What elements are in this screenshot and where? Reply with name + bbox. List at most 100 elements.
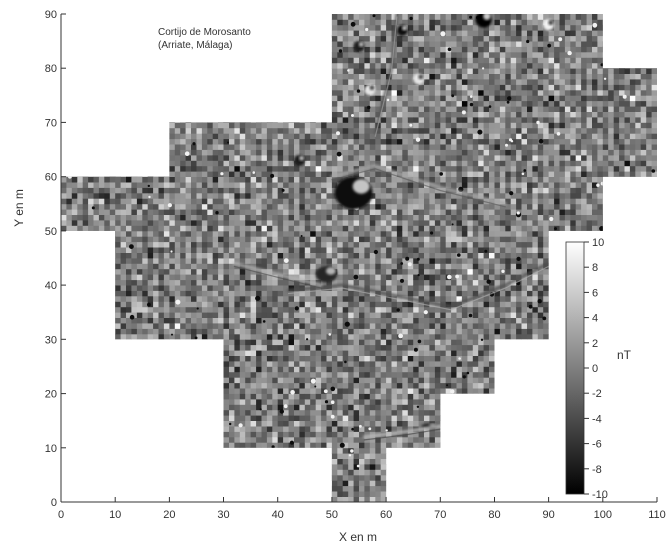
survey-cell	[348, 220, 354, 226]
survey-cell	[126, 209, 132, 215]
survey-cell	[348, 345, 354, 351]
survey-cell	[337, 345, 343, 351]
survey-cell	[66, 160, 72, 166]
survey-cell	[153, 345, 159, 351]
survey-cell	[267, 323, 273, 329]
survey-cell	[278, 421, 284, 427]
survey-cell	[245, 253, 251, 259]
survey-cell	[321, 453, 327, 459]
survey-cell	[245, 144, 251, 150]
survey-cell	[180, 90, 186, 96]
survey-cell	[169, 85, 175, 91]
survey-cell	[94, 394, 100, 400]
survey-cell	[337, 307, 343, 313]
survey-cell	[77, 52, 83, 58]
survey-cell	[213, 329, 219, 335]
survey-cell	[272, 366, 278, 372]
survey-cell	[278, 323, 284, 329]
survey-cell	[197, 79, 203, 85]
survey-cell	[110, 399, 116, 405]
survey-cell	[164, 491, 170, 497]
survey-cell	[175, 160, 181, 166]
survey-cell	[262, 47, 268, 53]
survey-cell	[88, 307, 94, 313]
survey-cell	[294, 361, 300, 367]
survey-cell	[61, 491, 67, 497]
survey-cell	[348, 394, 354, 400]
survey-cell	[121, 350, 127, 356]
survey-cell	[294, 263, 300, 269]
survey-cell	[305, 274, 311, 280]
survey-cell	[245, 198, 251, 204]
survey-cell	[175, 394, 181, 400]
survey-cell	[110, 122, 116, 128]
survey-cell	[262, 301, 268, 307]
survey-cell	[99, 388, 105, 394]
survey-cell	[207, 280, 213, 286]
survey-cell	[321, 296, 327, 302]
survey-cell	[153, 383, 159, 389]
survey-cell	[99, 85, 105, 91]
survey-cell	[115, 231, 121, 237]
survey-cell	[142, 41, 148, 47]
survey-cell	[88, 198, 94, 204]
survey-cell	[94, 215, 100, 221]
survey-cell	[175, 139, 181, 145]
survey-cell	[267, 68, 273, 74]
survey-cell	[316, 57, 322, 63]
survey-cell	[83, 486, 89, 492]
survey-cell	[229, 432, 235, 438]
survey-cell	[110, 19, 116, 25]
survey-cell	[283, 372, 289, 378]
survey-cell	[289, 112, 295, 118]
survey-cell	[283, 101, 289, 107]
survey-cell	[272, 345, 278, 351]
survey-cell	[240, 459, 246, 465]
survey-cell	[66, 356, 72, 362]
survey-cell	[294, 480, 300, 486]
survey-cell	[305, 166, 311, 172]
survey-cell	[131, 323, 137, 329]
survey-cell	[289, 404, 295, 410]
survey-cell	[169, 128, 175, 134]
survey-cell	[110, 128, 116, 134]
survey-cell	[207, 339, 213, 345]
survey-cell	[251, 85, 257, 91]
survey-cell	[66, 404, 72, 410]
survey-cell	[234, 464, 240, 470]
survey-cell	[131, 236, 137, 242]
survey-cell	[202, 366, 208, 372]
survey-cell	[159, 432, 165, 438]
survey-cell	[169, 231, 175, 237]
survey-cell	[278, 491, 284, 497]
survey-cell	[332, 122, 338, 128]
survey-cell	[94, 339, 100, 345]
survey-cell	[327, 459, 333, 465]
survey-cell	[197, 263, 203, 269]
survey-cell	[148, 464, 154, 470]
survey-cell	[245, 85, 251, 91]
survey-cell	[169, 388, 175, 394]
survey-cell	[299, 36, 305, 42]
survey-cell	[83, 188, 89, 194]
survey-cell	[272, 128, 278, 134]
survey-cell	[299, 226, 305, 232]
survey-cell	[207, 329, 213, 335]
survey-cell	[121, 47, 127, 53]
survey-cell	[66, 258, 72, 264]
survey-cell	[348, 459, 354, 465]
survey-cell	[164, 339, 170, 345]
survey-cell	[66, 209, 72, 215]
survey-cell	[256, 388, 262, 394]
survey-cell	[256, 117, 262, 123]
survey-cell	[202, 448, 208, 454]
survey-cell	[262, 171, 268, 177]
survey-cell	[131, 269, 137, 275]
survey-cell	[251, 356, 257, 362]
survey-cell	[153, 475, 159, 481]
survey-cell	[126, 150, 132, 156]
survey-cell	[213, 122, 219, 128]
survey-cell	[343, 491, 349, 497]
survey-cell	[104, 95, 110, 101]
survey-cell	[251, 285, 257, 291]
